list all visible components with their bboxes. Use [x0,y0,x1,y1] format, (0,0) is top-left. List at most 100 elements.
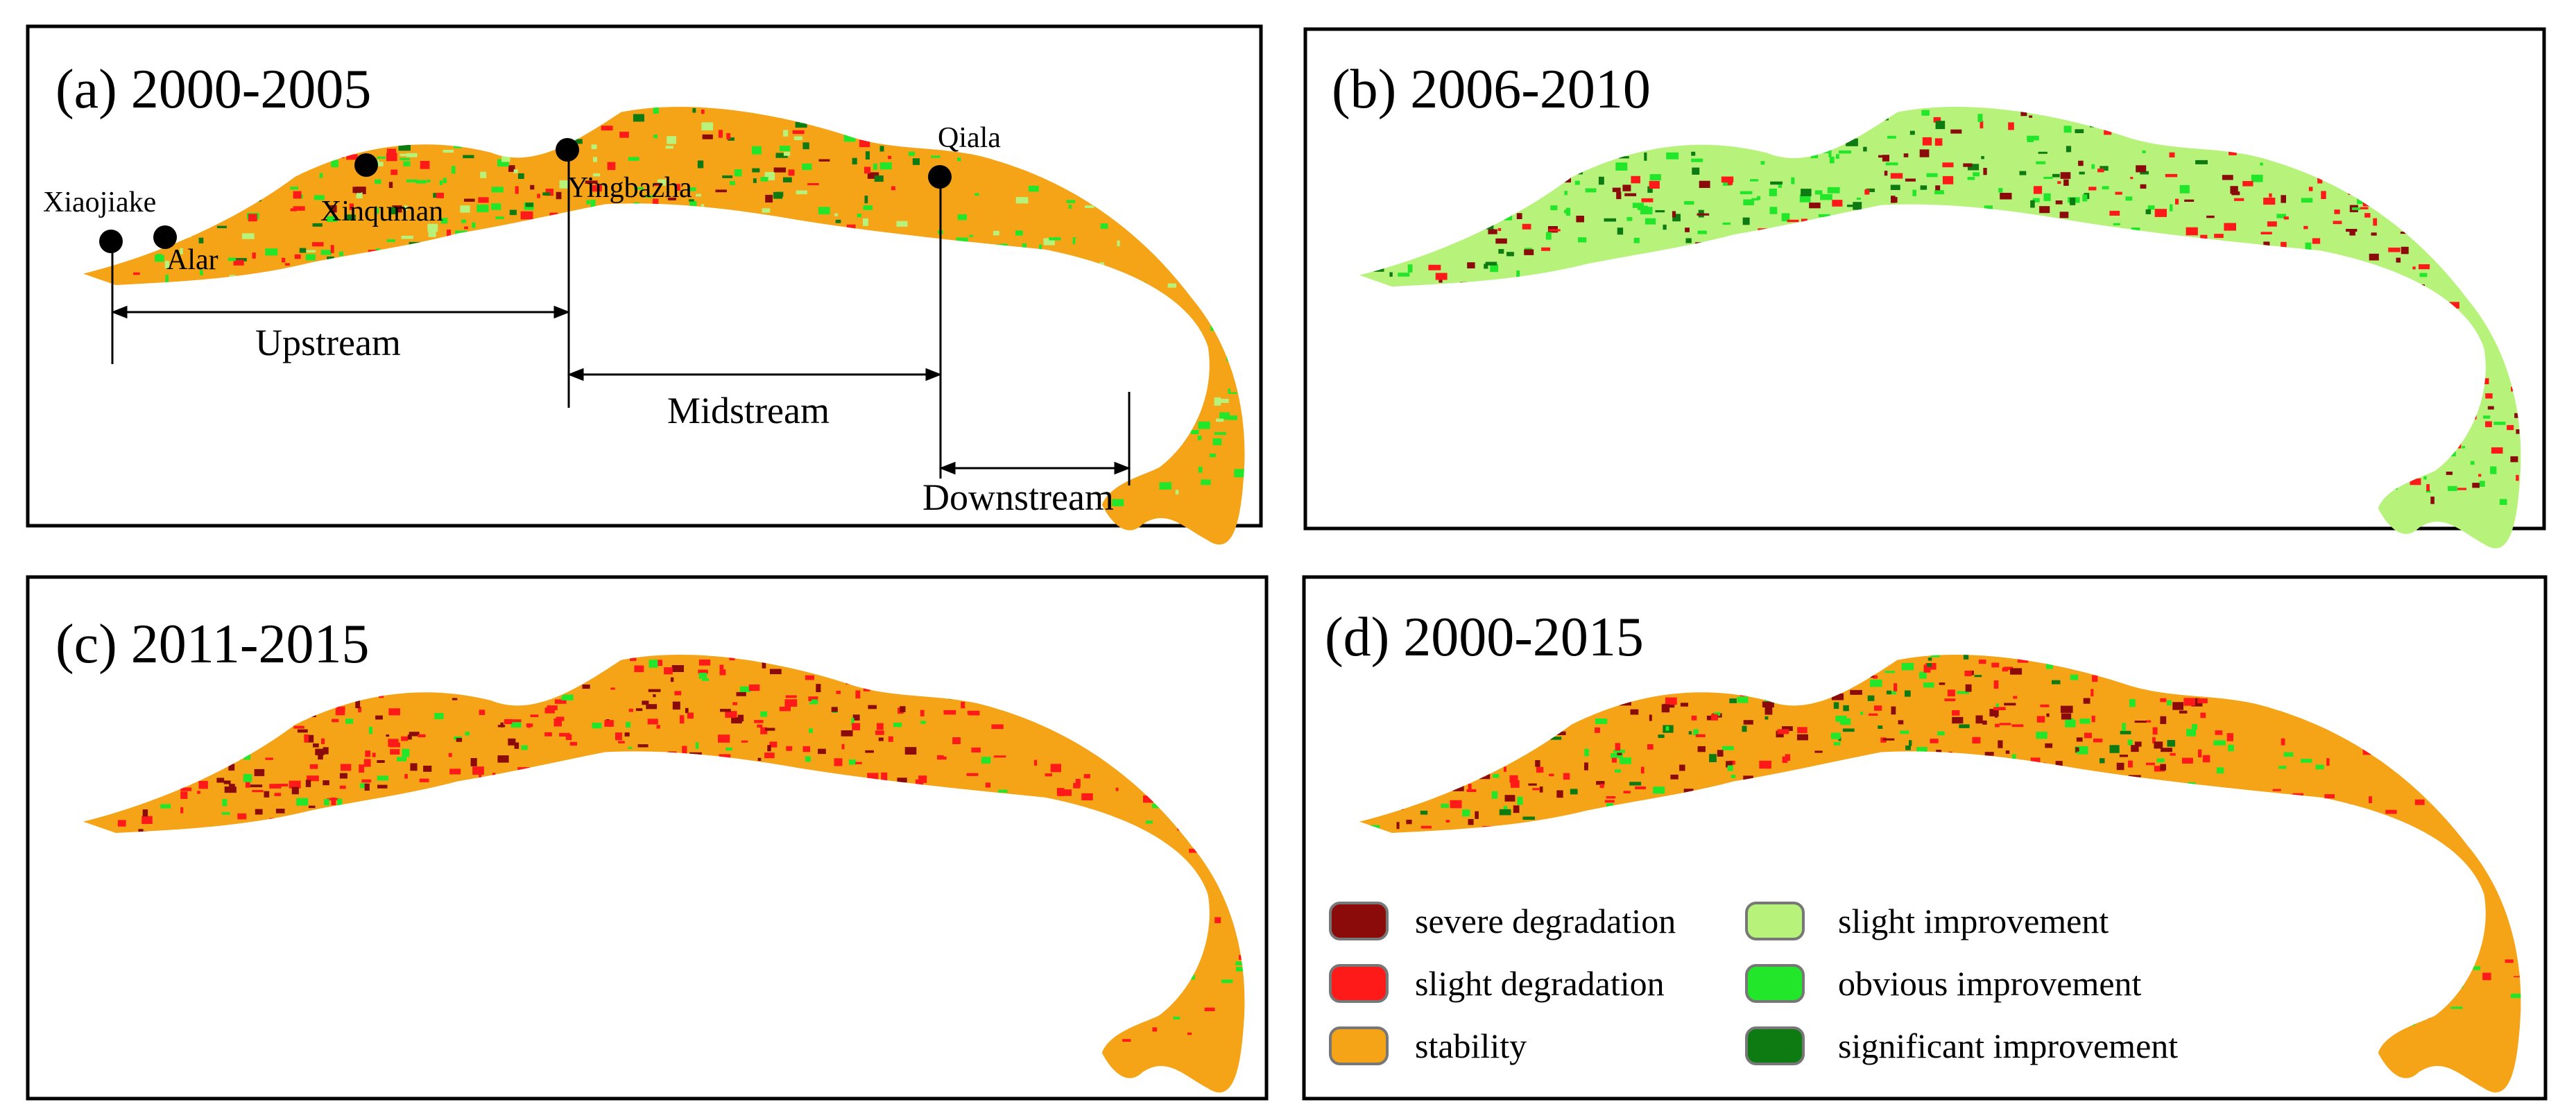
map-cell [1833,741,1841,746]
map-cell [1235,967,1244,972]
map-cell [559,732,570,737]
map-cell [1691,715,1697,721]
map-cell [1728,178,1733,185]
map-cell [1801,189,1812,196]
map-cell [401,736,409,741]
map-cell [331,160,338,168]
map-cell [1022,243,1027,249]
map-cell [293,191,302,199]
map-cell [932,713,939,722]
map-cell [697,160,704,169]
map-cell [1934,138,1943,146]
map-cell [1584,748,1589,757]
map-cell [2004,703,2016,706]
map-cell [297,729,308,733]
map-cell [653,719,658,725]
map-cell [718,130,723,138]
map-cell [851,718,855,726]
map-cell [1922,137,1932,146]
map-cell [180,248,183,255]
map-cell [664,667,673,675]
map-cell [592,723,602,729]
map-cell [1182,482,1189,490]
map-cell [377,784,388,789]
map-cell [1550,205,1558,211]
map-cell [388,739,399,747]
map-cell [329,205,337,213]
map-cell [732,702,737,705]
map-cell [624,732,630,737]
map-cell [1036,184,1046,191]
map-cell [508,738,516,746]
map-cell [2260,232,2272,234]
map-cell [508,719,522,723]
map-cell [2036,732,2047,739]
map-cell [997,762,1008,767]
map-cell [725,747,732,751]
map-cell [2448,485,2457,491]
map-cell [698,660,711,666]
map-cell [510,721,522,728]
map-cell [537,194,540,198]
map-cell [400,157,411,160]
map-cell [527,723,531,728]
map-cell [841,743,845,750]
map-cell [734,169,742,177]
map-cell [401,235,413,239]
map-cell [2222,175,2233,180]
map-cell [2019,171,2027,175]
map-cell [836,690,841,694]
map-cell [372,752,376,757]
map-cell [464,198,475,202]
map-cell [1894,197,1898,203]
map-cell [881,772,888,781]
map-cell [986,716,999,724]
map-cell [1887,135,1896,139]
map-cell [327,256,334,260]
map-cell [1952,716,1964,724]
map-cell [696,194,701,197]
map-cell [2485,421,2492,427]
map-cell [420,161,430,169]
map-cell [689,200,697,209]
map-cell [2317,177,2323,184]
map-cell [2481,378,2489,384]
map-cell [480,171,487,178]
map-cell [2357,198,2363,205]
map-cell [242,233,255,239]
map-cell [2003,666,2013,670]
map-cell [2116,762,2124,771]
map-cell [695,742,699,749]
map-cell [306,250,316,252]
map-cell [2039,206,2050,214]
map-cell [1056,788,1065,796]
map-cell [1617,227,1624,235]
map-cell [309,764,318,769]
map-cell [779,707,791,712]
map-cell [765,194,773,203]
map-cell [265,757,273,760]
panel-a-title: (a) 2000-2005 [55,59,371,120]
map-cell [966,773,979,776]
map-cell [1850,689,1862,695]
map-cell [198,237,204,243]
map-cell [1545,232,1552,240]
map-cell [1697,230,1707,234]
map-cell [1888,691,1896,695]
map-cell [1685,227,1690,232]
map-cell [1038,244,1042,250]
map-cell [1830,732,1841,739]
map-cell [1450,800,1462,809]
map-cell [1428,264,1441,270]
map-cell [530,714,539,717]
map-cell [1921,110,1930,116]
map-cell [719,669,726,676]
map-cell [1750,179,1758,182]
map-cell [868,705,877,710]
map-cell [1122,1039,1131,1042]
map-cell [1213,886,1220,895]
map-cell [760,727,768,734]
map-cell [1219,412,1230,420]
map-cell [410,763,418,771]
